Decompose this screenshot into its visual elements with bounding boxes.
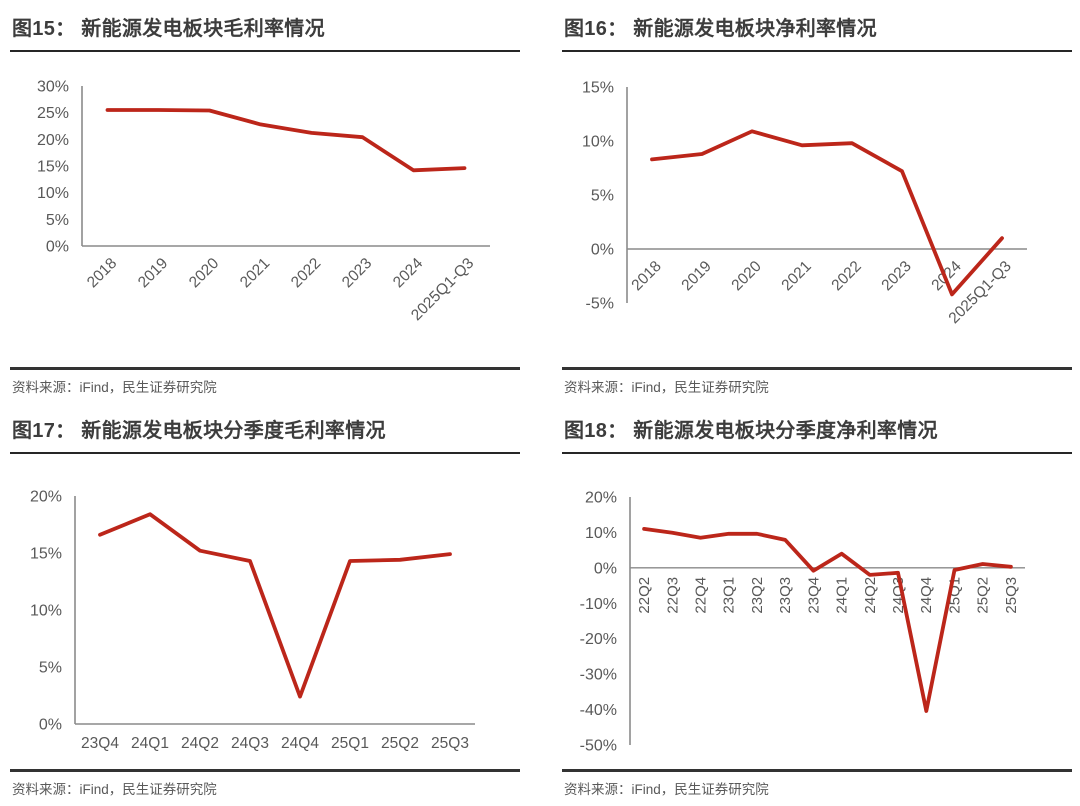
x-tick-label: 2019 (678, 258, 714, 294)
x-tick-label: 24Q2 (181, 735, 219, 752)
y-tick-label: 5% (39, 660, 62, 677)
figure-17-line-chart: 20% 15% 10% 5% 0% 23Q4 24Q1 24Q2 24Q3 24Q4 25Q1 25Q… (30, 489, 475, 752)
y-tick-label: -5% (586, 296, 614, 313)
x-tick-label: 23Q4 (805, 577, 822, 614)
figure-17-title-divider (10, 452, 520, 454)
y-tick-label: -20% (580, 631, 617, 648)
figure-17-source-divider (10, 769, 520, 772)
figure-15-source-divider (10, 367, 520, 370)
x-tick-label: 25Q3 (431, 735, 469, 752)
x-tick-label: 25Q3 (1003, 577, 1020, 614)
x-tick-label: 24Q2 (862, 577, 879, 614)
x-tick-label: 24Q4 (918, 577, 935, 614)
x-tick-label: 23Q1 (721, 577, 738, 614)
series-line (642, 527, 1013, 713)
y-tick-label: 0% (591, 242, 614, 259)
figure-17: 图17： 新能源发电板块分季度毛利率情况 20% 15% 10% 5% 0% 23Q4 24… (10, 408, 520, 806)
y-tick-label: 20% (30, 489, 62, 506)
figure-18: 图18： 新能源发电板块分季度净利率情况 20% 10% 0% -10% -20% -30… (562, 408, 1072, 806)
y-tick-label: 20% (585, 490, 617, 507)
x-tick-label: 2018 (628, 258, 664, 294)
y-tick-label: -30% (580, 667, 617, 684)
x-tick-label: 24Q1 (131, 735, 169, 752)
figure-18-title: 图18： 新能源发电板块分季度净利率情况 (564, 420, 938, 442)
y-tick-label: 10% (585, 525, 617, 542)
x-tick-label: 23Q3 (777, 577, 794, 614)
x-tick-label: 2022 (288, 255, 324, 291)
x-tick-label: 24Q3 (231, 735, 269, 752)
y-tick-label: 15% (582, 80, 614, 97)
figure-17-title: 图17： 新能源发电板块分季度毛利率情况 (12, 420, 386, 442)
x-tick-label: 2021 (237, 255, 273, 291)
figure-18-source-divider (562, 769, 1072, 772)
x-tick-label: 25Q2 (975, 577, 992, 614)
x-tick-label: 2018 (84, 255, 120, 291)
x-tick-label: 2024 (390, 255, 427, 292)
x-tick-label: 24Q1 (834, 577, 851, 614)
figure-15-title: 图15： 新能源发电板块毛利率情况 (12, 18, 325, 40)
x-tick-label: 2019 (135, 255, 171, 291)
x-tick-label: 24Q4 (281, 735, 319, 752)
y-tick-label: 0% (594, 560, 617, 577)
x-tick-label: 2020 (186, 255, 223, 292)
x-tick-label: 25Q2 (381, 735, 419, 752)
figure-15-title-divider (10, 50, 520, 52)
y-tick-label: 30% (37, 79, 69, 96)
series-line (105, 108, 467, 173)
y-tick-label: 25% (37, 105, 69, 122)
y-tick-label: 10% (37, 185, 69, 202)
figure-16: 图16： 新能源发电板块净利率情况 15% 10% 5% 0% -5% 2018 2019 2… (562, 6, 1072, 404)
x-tick-label: 22Q3 (664, 577, 681, 614)
x-tick-label: 2021 (778, 258, 814, 294)
y-tick-label: 10% (30, 603, 62, 620)
y-tick-label: -50% (580, 738, 617, 755)
y-tick-label: 5% (46, 212, 69, 229)
x-tick-label: 22Q4 (693, 577, 710, 614)
x-tick-label: 2023 (339, 255, 375, 291)
figure-16-title: 图16： 新能源发电板块净利率情况 (564, 18, 877, 40)
figure-15: 图15： 新能源发电板块毛利率情况 30% 25% 20% 15% 10% 5% 0% 201… (10, 6, 520, 404)
figure-18-title-divider (562, 452, 1072, 454)
y-tick-label: 15% (37, 159, 69, 176)
figure-17-source: 资料来源：iFind，民生证券研究院 (12, 782, 217, 797)
x-tick-label: 2022 (828, 258, 864, 294)
y-tick-label: 10% (582, 134, 614, 151)
y-tick-label: -10% (580, 596, 617, 613)
x-tick-label: 2020 (728, 258, 765, 295)
x-tick-label: 22Q2 (636, 577, 653, 614)
figure-15-line-chart: 30% 25% 20% 15% 10% 5% 0% 2018 2019 2020 2021 2022 2… (37, 79, 490, 324)
figure-18-line-chart: 20% 10% 0% -10% -20% -30% -40% -50% 22Q2 22Q3 22Q4… (580, 490, 1025, 755)
figure-15-source: 资料来源：iFind，民生证券研究院 (12, 380, 217, 395)
x-tick-label: 23Q2 (749, 577, 766, 614)
figure-16-title-divider (562, 50, 1072, 52)
x-tick-label: 23Q4 (81, 735, 119, 752)
series-line (98, 512, 452, 699)
x-tick-label: 2023 (878, 258, 914, 294)
figure-18-source: 资料来源：iFind，民生证券研究院 (564, 782, 769, 797)
y-tick-label: 0% (39, 717, 62, 734)
y-tick-label: 5% (591, 188, 614, 205)
figure-16-source: 资料来源：iFind，民生证券研究院 (564, 380, 769, 395)
y-tick-label: 0% (46, 239, 69, 256)
y-tick-label: 15% (30, 546, 62, 563)
y-tick-label: -40% (580, 702, 617, 719)
x-tick-label: 25Q1 (331, 735, 369, 752)
series-line (650, 129, 1004, 297)
figure-16-line-chart: 15%10%5%0%-5%2018 2019 2020 2021 2022 2023 202… (582, 80, 1027, 327)
figure-16-source-divider (562, 367, 1072, 370)
y-tick-label: 20% (37, 132, 69, 149)
